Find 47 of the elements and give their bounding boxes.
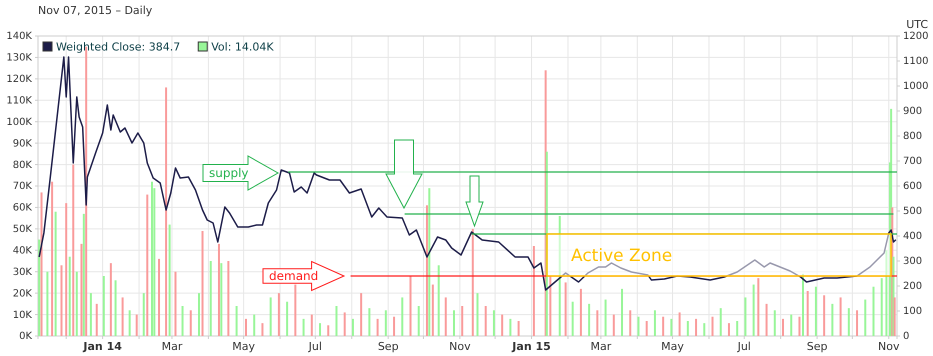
y-tick-label: 0K <box>19 331 32 342</box>
x-tick-label: May <box>661 340 684 353</box>
x-tick-label: Sep <box>806 340 828 353</box>
y2-tick-label: 600 <box>903 181 922 192</box>
y2-tick-label: 500 <box>903 206 922 218</box>
y-tick-label: 110K <box>6 95 32 106</box>
y-tick-label: 50K <box>12 224 32 236</box>
x-tick-label: May <box>232 340 256 353</box>
y-tick-label: 40K <box>12 245 32 256</box>
chart-subtitle: Nov 07, 2015 – Daily <box>38 4 153 17</box>
y2-tick-label: 900 <box>903 106 922 118</box>
x-tick-label: Nov <box>449 340 472 353</box>
x-tick-label: Mar <box>162 340 183 353</box>
y-tick-label: 100K <box>6 116 32 128</box>
y-tick-label: 10K <box>12 310 32 321</box>
y-tick-label: 70K <box>12 181 32 192</box>
y2-tick-label: 1100 <box>903 56 928 68</box>
y2-tick-label: 1200 <box>903 31 928 42</box>
x-tick-label: Jan 15 <box>511 340 551 353</box>
y2-tick-label: 300 <box>903 256 922 268</box>
x-tick-label: Jan 14 <box>82 340 122 353</box>
legend-label: Weighted Close: 384.7 <box>56 40 180 54</box>
annotation: Active Zone <box>571 246 672 266</box>
y-tick-label: 140K <box>6 31 32 42</box>
annotation: supply <box>209 166 249 180</box>
y-tick-label: 30K <box>12 266 32 278</box>
y-tick-label: 80K <box>12 160 32 171</box>
x-tick-label: Jul <box>736 340 751 353</box>
y-tick-label: 120K <box>6 74 32 86</box>
y-tick-label: 90K <box>12 138 32 150</box>
y2-tick-label: 200 <box>903 281 922 292</box>
y2-tick-label: 100 <box>903 306 922 318</box>
x-tick-label: Mar <box>590 340 612 353</box>
y2-tick-label: 1000 <box>903 81 928 92</box>
y2-tick-label: 800 <box>903 131 922 142</box>
y-tick-label: 60K <box>12 202 32 214</box>
legend-label: Vol: 14.04K <box>211 40 274 54</box>
annotation: demand <box>269 269 318 283</box>
y-tick-label: 130K <box>6 52 32 64</box>
text: UTC <box>906 18 928 31</box>
x-tick-label: Sep <box>378 340 399 353</box>
y2-tick-label: 400 <box>903 231 922 242</box>
y2-tick-label: 0 <box>903 331 910 342</box>
x-tick-label: Jul <box>308 340 322 353</box>
y-tick-label: 20K <box>12 288 32 300</box>
y2-tick-label: 700 <box>903 156 922 168</box>
x-tick-label: Nov <box>878 340 900 353</box>
